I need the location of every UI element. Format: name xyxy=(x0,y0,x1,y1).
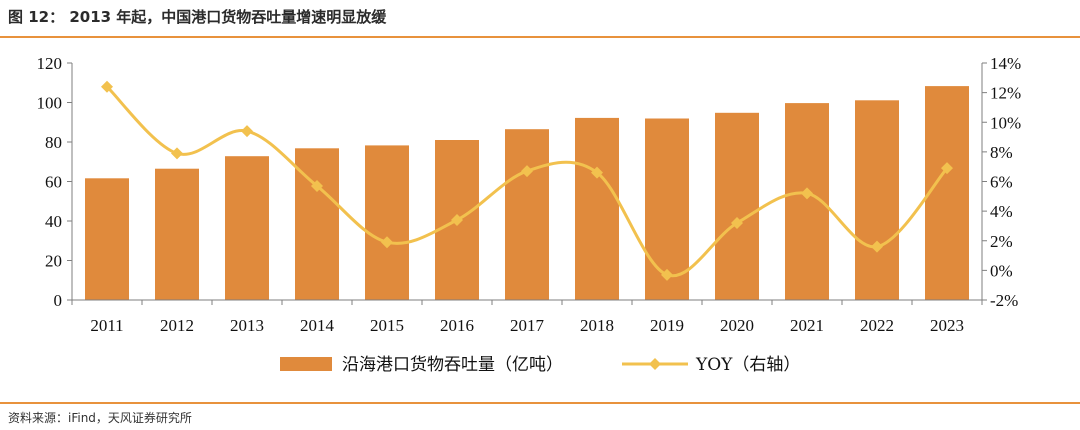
left-axis-labels: 0 20 40 60 80 100 120 xyxy=(37,54,63,310)
x-tick-label-2015: 2015 xyxy=(370,316,404,335)
left-tick-label: 120 xyxy=(37,54,63,73)
axes xyxy=(67,62,987,305)
x-tick-label-2014: 2014 xyxy=(300,316,335,335)
x-tick-label-2019: 2019 xyxy=(650,316,684,335)
right-tick-label: -2% xyxy=(990,291,1018,310)
yoy-line-series xyxy=(101,80,953,281)
right-tick-label: 12% xyxy=(990,84,1021,103)
yoy-marker-2012 xyxy=(171,147,183,160)
right-tick-label: 8% xyxy=(990,143,1013,162)
bar-2020 xyxy=(715,112,759,300)
legend: 沿海港口货物吞吐量（亿吨） YOY（右轴） xyxy=(280,355,800,375)
right-tick-label: 2% xyxy=(990,232,1013,251)
bar-2017 xyxy=(505,129,549,300)
legend-bar-label: 沿海港口货物吞吐量（亿吨） xyxy=(342,355,563,375)
right-tick-label: 6% xyxy=(990,173,1013,192)
figure-title: 图 12： 2013 年起，中国港口货物吞吐量增速明显放缓 xyxy=(8,8,387,26)
x-axis-labels: 2011 2012 2013 2014 2015 2016 2017 2018 2019 2020… xyxy=(90,316,964,335)
bar-2022 xyxy=(855,100,899,300)
yoy-marker-2019 xyxy=(661,268,673,281)
bar-2015 xyxy=(365,145,409,300)
left-tick-label: 40 xyxy=(45,212,62,231)
chart: 2011 2012 2013 2014 2015 2016 2017 2018 2019 2020… xyxy=(37,54,1022,375)
source-note: 资料来源：iFind，天风证券研究所 xyxy=(8,411,192,425)
bar-2023 xyxy=(925,86,969,300)
yoy-marker-2016 xyxy=(451,214,463,227)
bar-2012 xyxy=(155,168,199,300)
yoy-marker-2021 xyxy=(801,187,813,200)
yoy-marker-2014 xyxy=(311,179,323,192)
x-tick-label-2020: 2020 xyxy=(720,316,754,335)
x-tick-label-2022: 2022 xyxy=(860,316,894,335)
yoy-marker-2020 xyxy=(731,216,743,229)
legend-bar-swatch xyxy=(280,357,332,371)
x-tick-label-2021: 2021 xyxy=(790,316,824,335)
yoy-marker-2022 xyxy=(871,240,883,253)
bar-2013 xyxy=(225,156,269,300)
x-tick-label-2017: 2017 xyxy=(510,316,545,335)
yoy-marker-2013 xyxy=(241,125,253,138)
left-tick-label: 60 xyxy=(45,173,62,192)
right-tick-label: 10% xyxy=(990,113,1021,132)
bar-2011 xyxy=(85,178,129,300)
x-tick-label-2016: 2016 xyxy=(440,316,474,335)
yoy-marker-2018 xyxy=(591,166,603,179)
bar-2018 xyxy=(575,117,619,301)
legend-line-label: YOY（右轴） xyxy=(695,355,800,375)
x-tick-label-2012: 2012 xyxy=(160,316,194,335)
bar-series xyxy=(85,86,969,301)
right-axis-labels: -2% 0% 2% 4% 6% 8% 10% 12% 14% xyxy=(990,54,1021,310)
yoy-marker-2015 xyxy=(381,236,393,249)
left-tick-label: 0 xyxy=(54,291,63,310)
x-tick-label-2011: 2011 xyxy=(90,316,123,335)
left-tick-label: 100 xyxy=(37,94,63,113)
yoy-marker-2023 xyxy=(941,162,953,175)
x-tick-label-2013: 2013 xyxy=(230,316,264,335)
right-tick-label: 0% xyxy=(990,261,1013,280)
top-divider xyxy=(0,36,1080,38)
x-tick-label-2018: 2018 xyxy=(580,316,614,335)
yoy-marker-2017 xyxy=(521,165,533,178)
right-tick-label: 14% xyxy=(990,54,1021,73)
bottom-divider xyxy=(0,402,1080,404)
right-tick-label: 4% xyxy=(990,202,1013,221)
yoy-marker-2011 xyxy=(101,80,113,93)
left-tick-label: 80 xyxy=(45,133,62,152)
left-tick-label: 20 xyxy=(45,252,62,271)
x-tick-label-2023: 2023 xyxy=(930,316,964,335)
legend-line-marker xyxy=(649,358,661,370)
